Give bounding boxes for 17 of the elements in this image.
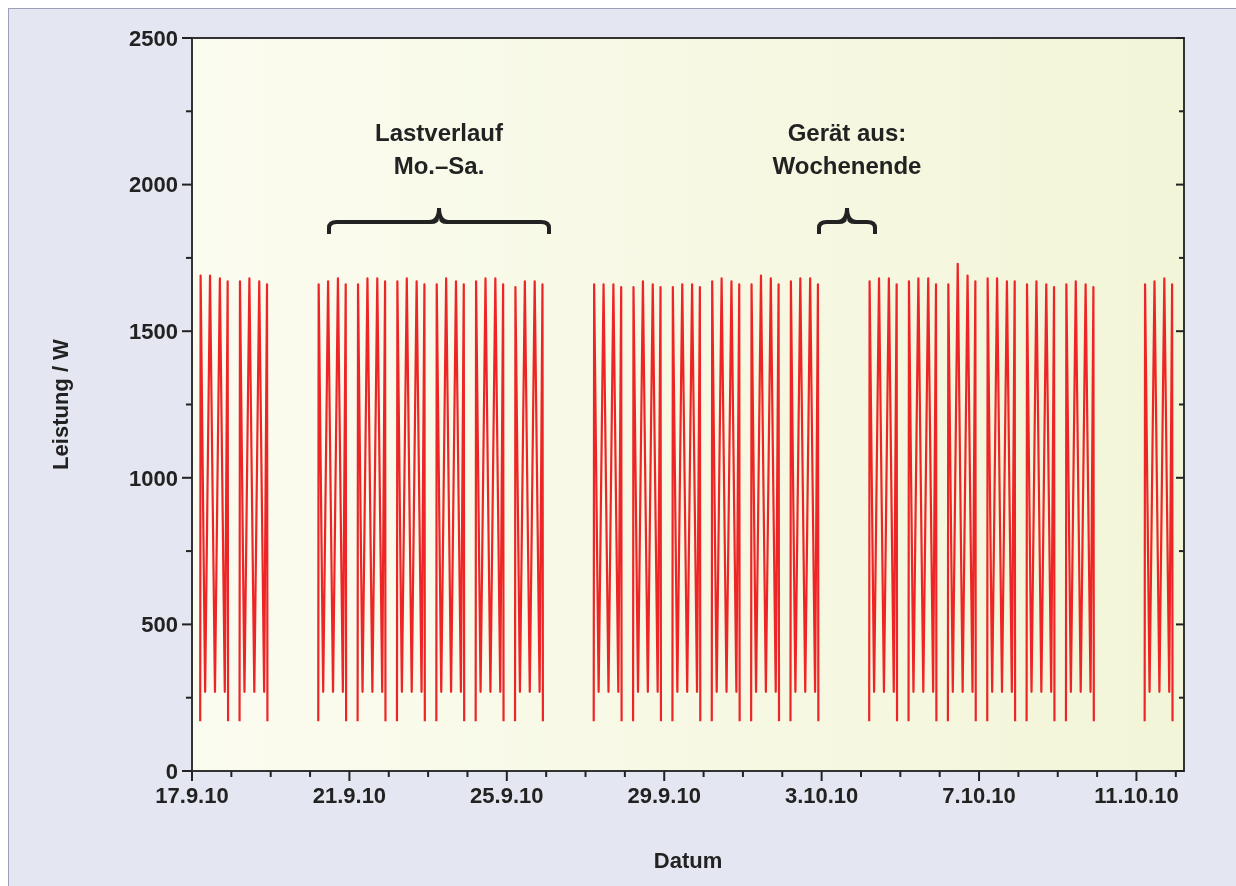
y-tick-label: 500: [141, 612, 178, 638]
x-tick-label: 11.10.10: [1094, 783, 1179, 808]
x-axis-title: Datum: [653, 848, 723, 873]
x-tick-label: 7.10.10: [942, 783, 1016, 808]
x-tick-label: 17.9.10: [155, 783, 229, 808]
x-tick-label: 25.9.10: [470, 783, 544, 808]
annotation: Gerät aus: Wochenende: [772, 119, 922, 179]
y-tick-label: 0: [165, 758, 178, 784]
y-axis-title: Leistung / W: [48, 338, 73, 470]
x-tick-label: 3.10.10: [784, 783, 859, 808]
x-tick-label: 21.9.10: [312, 783, 387, 808]
y-tick-label: 2000: [129, 172, 178, 198]
y-tick-label: 1000: [129, 465, 178, 491]
annotation: Lastverlauf Mo.–Sa.: [374, 119, 505, 179]
y-tick-label: 1500: [129, 318, 178, 344]
x-tick-label: 29.9.10: [627, 783, 701, 808]
y-tick-label: 2500: [129, 25, 178, 51]
